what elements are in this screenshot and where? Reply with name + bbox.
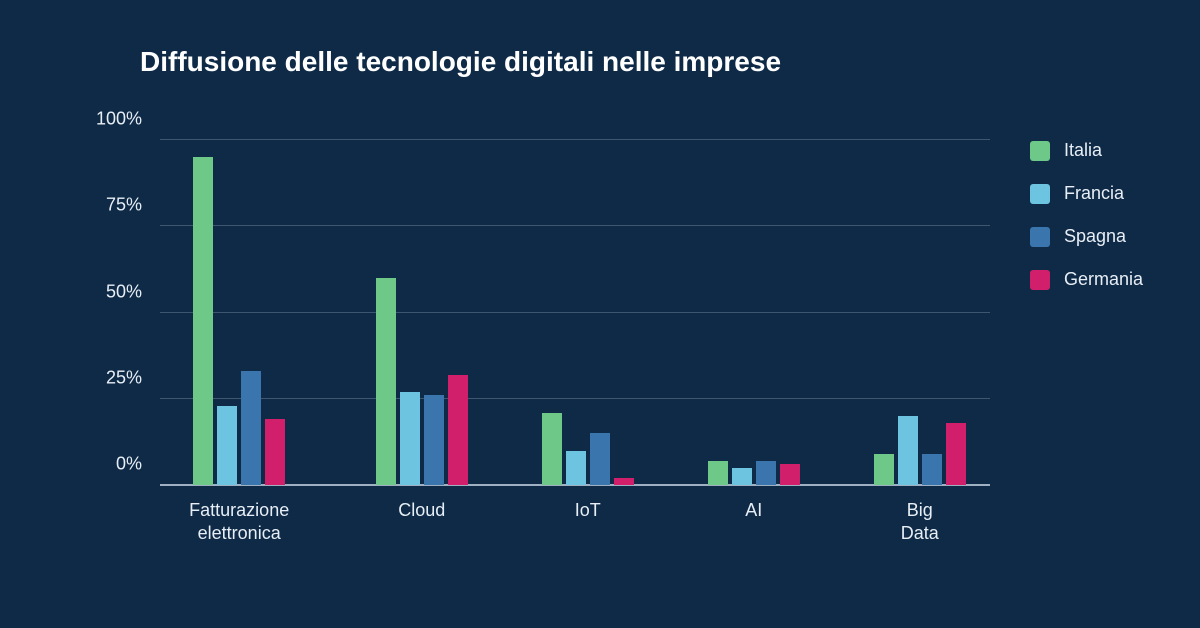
category-label: IoT (575, 499, 601, 522)
category-label: Cloud (398, 499, 445, 522)
category-label: Fatturazione elettronica (189, 499, 289, 544)
category-iot: IoT (542, 140, 634, 485)
bar-cloud-germania (448, 375, 468, 485)
legend-item-francia: Francia (1030, 183, 1143, 204)
y-tick-label: 25% (106, 367, 142, 388)
category-ai: AI (708, 140, 800, 485)
legend-swatch (1030, 141, 1050, 161)
y-tick-label: 100% (96, 109, 142, 130)
bar-ai-germania (780, 464, 800, 485)
bar-fatturazione-spagna (241, 371, 261, 485)
y-tick-label: 50% (106, 281, 142, 302)
bar-cloud-italia (376, 278, 396, 485)
category-bigdata: Big Data (874, 140, 966, 485)
bar-bigdata-spagna (922, 454, 942, 485)
legend-label: Francia (1064, 183, 1124, 204)
legend-swatch (1030, 270, 1050, 290)
bar-ai-francia (732, 468, 752, 485)
category-fatturazione: Fatturazione elettronica (193, 140, 285, 485)
bar-fatturazione-italia (193, 157, 213, 485)
y-tick-label: 0% (116, 454, 142, 475)
legend-label: Germania (1064, 269, 1143, 290)
legend-label: Spagna (1064, 226, 1126, 247)
y-tick-label: 75% (106, 195, 142, 216)
bar-ai-italia (708, 461, 728, 485)
bar-cloud-spagna (424, 395, 444, 485)
bars (708, 140, 800, 485)
bar-fatturazione-francia (217, 406, 237, 485)
bar-fatturazione-germania (265, 419, 285, 485)
category-cloud: Cloud (376, 140, 468, 485)
legend-item-germania: Germania (1030, 269, 1143, 290)
bars (874, 140, 966, 485)
bar-iot-spagna (590, 433, 610, 485)
legend-item-italia: Italia (1030, 140, 1143, 161)
bar-bigdata-francia (898, 416, 918, 485)
legend: Italia Francia Spagna Germania (1030, 140, 1143, 290)
category-label: Big Data (897, 499, 943, 544)
chart-title: Diffusione delle tecnologie digitali nel… (140, 45, 781, 79)
bars (193, 140, 285, 485)
bar-iot-francia (566, 451, 586, 486)
legend-label: Italia (1064, 140, 1102, 161)
bar-bigdata-germania (946, 423, 966, 485)
bar-iot-germania (614, 478, 634, 485)
bar-ai-spagna (756, 461, 776, 485)
legend-item-spagna: Spagna (1030, 226, 1143, 247)
legend-swatch (1030, 227, 1050, 247)
bar-cloud-francia (400, 392, 420, 485)
chart-page: Diffusione delle tecnologie digitali nel… (0, 0, 1200, 628)
category-label: AI (745, 499, 762, 522)
legend-swatch (1030, 184, 1050, 204)
bars (376, 140, 468, 485)
bar-iot-italia (542, 413, 562, 485)
bar-bigdata-italia (874, 454, 894, 485)
bars (542, 140, 634, 485)
plot-area: 0%25%50%75%100% Fatturazione elettronica… (160, 140, 990, 485)
